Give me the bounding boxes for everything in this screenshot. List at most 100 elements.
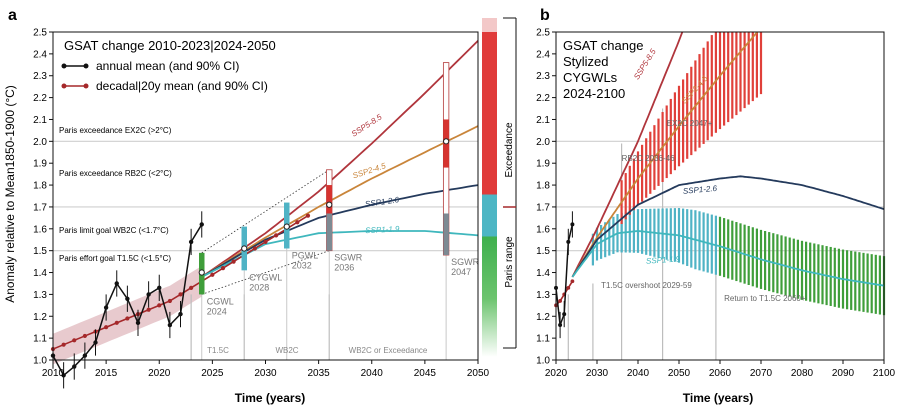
annual-mean-point (566, 239, 571, 244)
annual-mean-point (157, 285, 162, 291)
legend-decadal-label: decadal|20y mean (and 90% CI) (96, 79, 268, 93)
y-tick-label: 2.2 (33, 93, 47, 104)
annual-mean-point (167, 322, 173, 328)
scenario-line-ssp126 (571, 175, 884, 278)
y-tick-label: 1.3 (33, 290, 47, 301)
annual-mean-point (199, 222, 204, 227)
decadal-mean-point (263, 239, 268, 245)
y-tick-label: 2.4 (536, 49, 550, 60)
y-tick-label: 2.3 (33, 71, 47, 82)
panel-a-axes: 2010 2015 2020 2025 2030 2035 2040 2045 2050 1.0 1… (33, 28, 489, 380)
scenario-line-ssp245 (571, 32, 759, 278)
stylized-bar (751, 32, 754, 102)
y-tick-label: 1.3 (536, 290, 550, 301)
gwl-bar-paris (443, 213, 449, 256)
y-tick-label: 1.4 (33, 268, 47, 279)
side-label-exceedance: Exceedance (504, 122, 515, 177)
side-bar: Exceedance Paris range (482, 17, 517, 357)
y-tick-label: 2.2 (536, 93, 550, 104)
decadal-mean-point (167, 298, 172, 304)
panel-b-xlabel: Time (years) (683, 391, 753, 405)
panel-a-annual-mean (50, 211, 204, 389)
dotted-guide-upper (201, 169, 330, 254)
decadal-mean-point (231, 259, 236, 264)
annual-mean-point (82, 353, 88, 358)
annual-mean-point (72, 364, 77, 369)
y-tick-label: 2.3 (536, 71, 550, 82)
y-tick-label: 1.5 (536, 246, 550, 257)
decadal-mean-point (104, 325, 109, 330)
annual-mean-point (61, 373, 66, 378)
x-tick-label: 2015 (95, 368, 118, 379)
decadal-ci-band (53, 266, 202, 365)
decadal-mean-point (566, 285, 571, 290)
stylized-bar (739, 32, 742, 112)
gwl-bar-mid (198, 269, 205, 276)
gwl-bar-label: SGWR (451, 257, 479, 267)
annual-mean-point (125, 296, 130, 301)
x-tick-label: 2080 (791, 368, 814, 379)
panel-a-ylabel: Anomaly relative to Mean1850-1900 (°C) (3, 85, 17, 303)
annual-mean-point (188, 239, 194, 245)
y-tick-label: 1.7 (536, 202, 550, 213)
x-tick-label: 2025 (201, 368, 224, 379)
panel-b-annotation: Return to T1.5C 2060+ (724, 294, 806, 303)
ref-label-rb2c: Paris exceedance RB2C (<2°C) (59, 169, 172, 178)
scenario-label: SSP1-1.9 (365, 224, 400, 235)
gwl-bar-year: 2024 (207, 306, 227, 316)
period-label-wb2c-exceed: WB2C or Exceedance (349, 346, 428, 355)
panel-a-period-lines (190, 248, 447, 360)
panel-b-annotation: EX2C 2047+ (667, 119, 713, 128)
ref-label-t15c: Paris effort goal T1.5C (<1.5°C) (59, 254, 171, 263)
decadal-mean-point (157, 303, 162, 308)
panel-b-annotation: T1.5C overshoot 2029-59 (601, 281, 692, 290)
panel-b-title-line: Stylized (563, 54, 609, 69)
gwl-bar-mid (443, 138, 450, 145)
x-tick-label: 2030 (254, 368, 277, 379)
x-tick-label: 2060 (709, 368, 732, 379)
y-tick-label: 2.5 (536, 28, 550, 39)
gwl-bar-year: 2047 (451, 267, 471, 277)
annual-mean-point (558, 323, 563, 328)
dotted-guide-lower (201, 250, 330, 295)
annual-mean-line (555, 224, 574, 326)
panel-a-letter: a (8, 7, 17, 24)
x-tick-label: 2070 (750, 368, 773, 379)
gwl-bar-mid (241, 245, 248, 252)
decadal-mean-point (305, 213, 311, 218)
y-tick-label: 2.1 (536, 115, 550, 126)
x-tick-label: 2035 (308, 368, 331, 379)
scenario-label: SSP2-4.5 (352, 161, 388, 180)
panel-a-title: GSAT change 2010-2023|2024-2050 (64, 38, 276, 53)
y-tick-label: 1.7 (33, 202, 47, 213)
annual-mean-point (114, 281, 119, 286)
y-tick-label: 1.8 (536, 181, 550, 192)
y-tick-label: 2.5 (33, 28, 47, 39)
period-label-wb2c: WB2C (275, 346, 298, 355)
x-tick-label: 2090 (832, 368, 855, 379)
panel-b-scenario-group (571, 32, 884, 287)
annual-mean-point (178, 311, 183, 317)
decadal-mean-point (146, 307, 151, 312)
scenario-line-ssp585 (201, 40, 479, 278)
scenario-line-ssp126 (201, 184, 479, 278)
ref-label-ex2c: Paris exceedance EX2C (>2°C) (59, 126, 172, 135)
annual-mean-point (93, 340, 98, 345)
decadal-mean-point (114, 320, 119, 325)
panel-b-axes: 2020 2030 2040 2050 2060 2070 2080 2090 2100 1.0 1… (536, 28, 895, 380)
legend-decadal-marker (83, 83, 89, 89)
y-tick-label: 1.2 (33, 312, 47, 323)
y-tick-label: 2.1 (33, 115, 47, 126)
scenario-line-ssp119 (571, 230, 884, 287)
x-tick-label: 2050 (668, 368, 691, 379)
gwl-bar-year: 2036 (334, 263, 354, 273)
gwl-bar-label: CYGWL (249, 272, 282, 282)
annual-mean-point (570, 222, 575, 227)
decadal-mean-point (220, 266, 226, 271)
panel-a-dotted-guides (201, 169, 330, 295)
panel-b-title: GSAT change Stylized CYGWLs 2024-2100 (563, 38, 643, 101)
decadal-mean-point (570, 279, 575, 284)
decadal-mean-point (178, 292, 183, 297)
y-tick-label: 1.9 (33, 159, 47, 170)
stylized-bar (759, 32, 763, 95)
